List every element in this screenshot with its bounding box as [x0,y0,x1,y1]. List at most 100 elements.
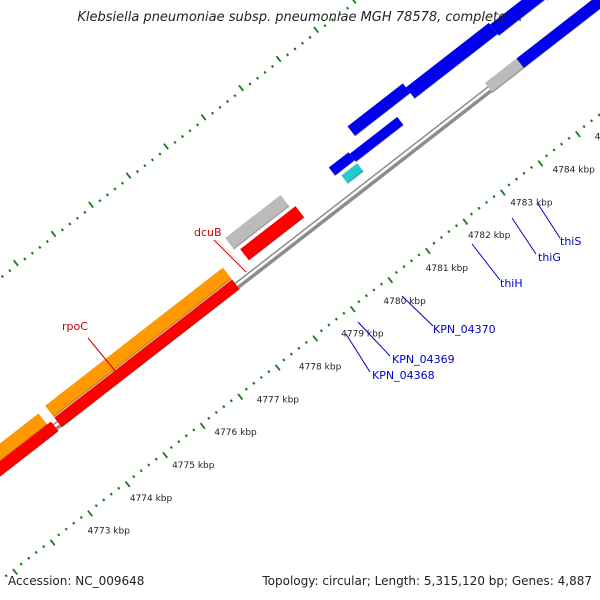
tick-mark [214,410,218,415]
tick-mark [424,247,431,255]
leader-line [471,243,501,281]
tick-mark [469,212,474,216]
tick-mark [282,358,286,362]
tick-mark [372,288,376,292]
gene-dcuB-gray-edge [233,205,290,250]
tick-mark [267,370,271,374]
gene-blue-1 [347,83,411,136]
gene-label-KPN_04369: KPN_04369 [392,353,455,366]
tick-mark [125,172,132,179]
tick-mark [38,245,42,249]
kbp-label: 4782 kbp [468,231,511,241]
tick-mark [79,515,83,520]
gene-rpoC-orange [45,267,232,417]
tick-mark [537,160,544,167]
tick-mark [255,76,260,80]
tick-mark [98,199,102,203]
tick-mark [27,556,31,560]
tick-mark [259,375,263,380]
tick-mark [83,210,87,214]
tick-mark [120,181,124,185]
gene-rpoC-left-orange [0,413,48,462]
gene-blue-1-edge [354,92,411,137]
tick-mark [68,222,72,226]
gene-rpoC-orange-edge [53,278,232,418]
tick-mark [484,200,489,205]
tick-mark [135,169,139,174]
tick-mark [338,12,342,16]
tick-mark [195,123,200,127]
tick-mark [169,445,173,450]
gene-blue-small [328,152,355,176]
tick-mark [263,70,267,74]
gene-thi-lower-edge [523,7,600,69]
kbp-label: 4774 kbp [130,494,173,504]
gene-thiH-gray-edge [491,67,525,94]
kbp-label: 4778 kbp [299,362,342,372]
tick-mark [330,18,335,22]
gene-blue-small-2-edge [355,124,404,163]
tick-mark [454,224,459,228]
tick-mark [323,24,327,28]
gene-red-right-edge [61,288,240,428]
tick-mark [207,416,211,420]
tick-mark [23,257,27,261]
kbp-label: 4785 kbp [595,133,600,143]
tick-mark [222,405,226,409]
tick-mark [34,550,38,555]
tick-mark [30,251,34,255]
kbp-label: 4784 kbp [552,165,595,175]
tick-mark [285,53,290,57]
tick-mark [154,457,158,461]
kbp-label: 4781 kbp [426,264,469,274]
tick-mark [45,239,49,244]
tick-mark [559,142,564,146]
gene-blue-2-edge [414,33,498,100]
tick-mark [575,130,581,138]
leader-line [511,217,537,255]
gene-label-KPN_04370: KPN_04370 [433,323,496,336]
gene-dcuB-red-edge [248,216,305,261]
tick-mark [349,305,356,313]
tick-mark [147,463,151,467]
leader-line [537,203,561,239]
gene-label-thiS: thiS [560,235,581,248]
tick-mark [244,387,248,391]
tick-mark [12,568,18,576]
tick-mark [312,335,319,342]
tick-mark [113,187,117,191]
tick-mark [64,527,68,531]
tick-mark [75,216,79,220]
tick-mark [439,235,444,240]
tick-mark [188,129,192,133]
summary-label: Topology: circular; Length: 5,315,120 bp… [262,574,592,588]
tick-mark [308,35,312,39]
tick-mark [522,171,526,175]
tick-mark [313,26,320,34]
tick-mark [60,228,64,232]
tick-mark [402,265,406,269]
gene-thiH-gray [484,58,524,93]
leader-line [87,337,117,373]
tick-mark [590,119,594,123]
tick-mark [8,269,12,273]
tick-mark [87,510,93,517]
tick-layer [0,0,600,578]
gene-cyan [341,163,364,184]
tick-mark [477,206,481,210]
tick-mark [379,282,383,286]
tick-mark [447,230,451,234]
tick-mark [238,84,244,92]
gene-label-KPN_04368: KPN_04368 [372,369,435,382]
tick-mark [293,47,297,51]
tick-mark [132,475,136,479]
tick-mark [210,111,215,115]
gene-label-thiH: thiH [500,277,523,290]
leader-line [401,295,434,327]
tick-mark [248,82,252,86]
tick-mark [88,201,94,209]
tick-mark [514,177,519,181]
tick-mark [225,99,230,104]
